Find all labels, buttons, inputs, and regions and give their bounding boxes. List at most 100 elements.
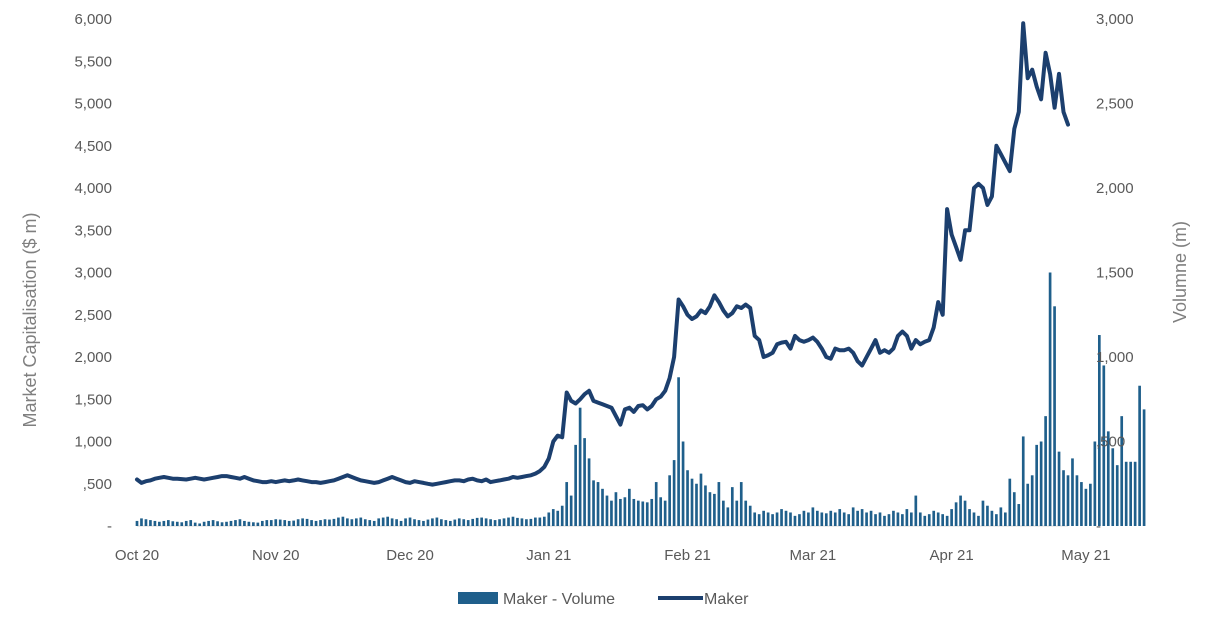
volume-bar (328, 519, 331, 526)
volume-bar (346, 518, 349, 526)
right-tick-label: - (1096, 518, 1101, 535)
volume-bar (999, 507, 1003, 526)
volume-bar (820, 512, 824, 526)
volume-bar (1048, 272, 1052, 526)
volume-bar (856, 510, 859, 526)
volume-bar (238, 519, 242, 526)
left-tick-label: 1,000 (74, 434, 112, 451)
volume-bar (811, 507, 815, 526)
volume-bar (990, 510, 994, 526)
x-tick-label: Mar 21 (790, 547, 837, 564)
volume-bar (789, 512, 792, 526)
volume-bar (193, 522, 197, 526)
volume-bar (435, 517, 439, 526)
volume-bar (171, 521, 175, 526)
volume-bar (453, 519, 457, 526)
volume-bar (717, 482, 721, 526)
volume-bar (301, 518, 304, 526)
volume-bar (963, 500, 967, 526)
volume-bar (323, 519, 327, 526)
right-tick-label: 2,000 (1096, 180, 1134, 197)
volume-bar (184, 520, 188, 526)
volume-bar (807, 512, 810, 526)
volume-bar (645, 502, 649, 526)
volume-bar (936, 512, 940, 526)
volume-bar (551, 509, 555, 526)
volume-bar (780, 509, 783, 526)
volume-bar (310, 520, 313, 526)
volume-bar (1124, 461, 1128, 526)
volume-bar (636, 500, 640, 526)
volume-bar (502, 518, 506, 526)
volume-bar (1044, 416, 1047, 526)
volume-bar (399, 520, 403, 526)
volume-bar (1075, 475, 1079, 526)
left-tick-label: ,500 (83, 476, 112, 493)
maker-series-line (135, 21, 1070, 487)
x-tick-label: Oct 20 (115, 547, 159, 564)
volume-bar (583, 438, 586, 526)
right-tick-label: 2,500 (1096, 96, 1134, 113)
volume-bar (690, 478, 694, 526)
x-tick-label: Nov 20 (252, 547, 300, 564)
left-tick-label: 2,500 (74, 307, 112, 324)
volume-bar (892, 510, 895, 526)
volume-bar (216, 521, 219, 526)
volume-bar (525, 519, 528, 526)
left-tick-label: 4,500 (74, 138, 112, 155)
volume-bar (941, 514, 945, 526)
volume-bar (762, 510, 765, 526)
x-tick-label: Apr 21 (930, 547, 974, 564)
volume-bar (529, 518, 533, 526)
left-tick-label: 1,500 (74, 391, 112, 408)
volume-bar (1080, 482, 1083, 526)
volume-bar (1115, 465, 1119, 526)
volume-bar (968, 509, 971, 526)
volume-bar (730, 487, 734, 526)
volume-bar (927, 514, 931, 526)
volume-bar (954, 502, 958, 526)
volume-bar (337, 517, 340, 526)
volume-bar (708, 492, 712, 526)
volume-bar (986, 505, 989, 526)
volume-bar (372, 520, 376, 526)
volume-bar (417, 520, 421, 526)
volume-bar (265, 520, 269, 526)
volume-bar (681, 441, 685, 526)
volume-bar (1039, 441, 1043, 526)
volume-bar (462, 519, 466, 526)
volume-bar (896, 512, 900, 526)
volume-bar (847, 514, 851, 526)
volume-bar (457, 518, 461, 526)
volume-bar (448, 520, 452, 526)
volume-bar (713, 493, 716, 526)
volume-bar (923, 515, 927, 526)
volume-bar (610, 500, 613, 526)
volume-bar (1026, 483, 1030, 526)
volume-bar (1138, 385, 1141, 526)
x-tick-label: Feb 21 (664, 547, 711, 564)
volume-bar (860, 509, 864, 526)
volume-bar (793, 515, 797, 526)
volume-bar (198, 523, 201, 526)
volume-bar (274, 519, 278, 526)
volume-bar (704, 485, 707, 526)
volume-bar (247, 521, 251, 526)
volume-bar (332, 518, 336, 526)
left-tick-label: 5,500 (74, 53, 112, 70)
volume-bar (1097, 335, 1101, 526)
volume-bar (413, 519, 416, 526)
volume-bar (587, 458, 591, 526)
volume-bar (878, 512, 882, 526)
volume-bar (520, 518, 524, 526)
volume-bar (1106, 431, 1110, 526)
volume-bar (833, 512, 837, 526)
volume-bar (395, 519, 398, 526)
volume-bar (995, 514, 998, 526)
volume-bar (538, 517, 542, 526)
volume-bar (865, 512, 868, 526)
volume-bar (802, 510, 806, 526)
volume-bar (484, 518, 488, 526)
volume-bars (135, 272, 1146, 526)
volume-bar (659, 497, 663, 526)
